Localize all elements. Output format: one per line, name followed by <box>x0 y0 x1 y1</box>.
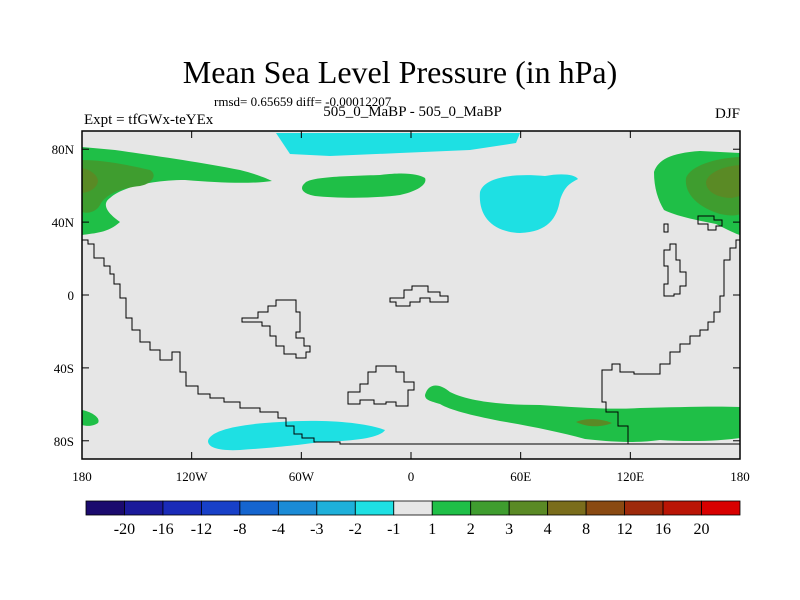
colorbar-label: -3 <box>310 521 323 538</box>
colorbar-swatch <box>162 500 202 516</box>
case-label: 505_0_MaBP - 505_0_MaBP <box>323 104 502 120</box>
colorbar-label: 12 <box>617 521 633 538</box>
colorbar-swatch <box>701 500 741 516</box>
colorbar-swatch <box>508 500 549 516</box>
siberia-low-region <box>479 174 578 233</box>
colorbar-label: -12 <box>191 521 212 538</box>
colorbar-swatch <box>662 500 702 516</box>
colorbar-swatch <box>85 500 125 516</box>
south-pacific-high-patch <box>82 410 99 426</box>
colorbar-label: 8 <box>582 521 590 538</box>
colorbar-swatch <box>239 500 279 516</box>
colorbar-swatch <box>624 500 664 516</box>
coastline-eastern-continent <box>601 239 740 444</box>
season-label: DJF <box>714 106 740 122</box>
colorbar-swatch <box>277 500 318 516</box>
coastline-eastern-island <box>663 243 687 297</box>
colorbar-label: 16 <box>655 521 671 538</box>
coastline-southern-island <box>347 365 415 407</box>
pacific-high-east-peak <box>706 165 740 198</box>
coastline-western-continent <box>82 239 628 445</box>
colorbar-label: -20 <box>114 521 135 538</box>
coastline-northeast-island <box>697 215 723 231</box>
pacific-high-west-peak <box>82 168 98 193</box>
y-tick-label: 80S <box>54 434 74 449</box>
chart-title: Mean Sea Level Pressure (in hPa) <box>182 54 618 90</box>
colorbar-swatch <box>431 500 472 516</box>
colorbar-label: -1 <box>387 521 400 538</box>
x-tick-label: 120W <box>176 469 209 484</box>
y-tick-label: 40N <box>52 215 75 230</box>
colorbar-label: 2 <box>467 521 475 538</box>
colorbar-label: -2 <box>349 521 362 538</box>
colorbar-label: 3 <box>505 521 513 538</box>
southern-ocean-high-core <box>576 419 612 427</box>
x-tick-label: 60W <box>289 469 315 484</box>
colorbar-label: -8 <box>233 521 246 538</box>
colorbar-label: 20 <box>694 521 710 538</box>
colorbar-swatch <box>585 500 625 516</box>
colorbar-swatch <box>124 500 164 516</box>
colorbar-swatch <box>393 500 433 516</box>
southern-ocean-high-region <box>425 385 740 442</box>
colorbar-swatch <box>354 500 395 516</box>
colorbar-swatch <box>470 500 510 516</box>
colorbar-swatch <box>316 500 356 516</box>
colorbar-label: 1 <box>428 521 436 538</box>
x-tick-label: 180 <box>72 469 92 484</box>
experiment-label: Expt = tfGWx-teYEx <box>84 112 214 128</box>
stats-text: rmsd= 0.65659 diff= -0.00012207 <box>214 94 392 109</box>
x-tick-label: 60E <box>510 469 531 484</box>
colorbar-label: -4 <box>272 521 285 538</box>
coastline-northeast-cape <box>663 223 669 233</box>
arctic-low-region <box>276 133 520 156</box>
x-tick-label: 120E <box>617 469 645 484</box>
colorbar-label: 4 <box>544 521 552 538</box>
coastline-equatorial-island <box>389 285 449 307</box>
y-tick-label: 80N <box>52 142 75 157</box>
colorbar-swatch <box>547 500 587 516</box>
y-tick-label: 40S <box>54 361 74 376</box>
pacific-high-west-core <box>82 160 154 213</box>
coastline-tethys-island <box>241 299 311 359</box>
atlantic-high-region <box>302 173 426 198</box>
y-tick-label: 0 <box>68 288 75 303</box>
x-tick-label: 0 <box>408 469 415 484</box>
colorbar-swatch <box>201 500 241 516</box>
x-tick-label: 180 <box>730 469 750 484</box>
colorbar-label: -16 <box>152 521 173 538</box>
map-area <box>82 131 740 459</box>
antarctic-low-region <box>208 420 385 451</box>
